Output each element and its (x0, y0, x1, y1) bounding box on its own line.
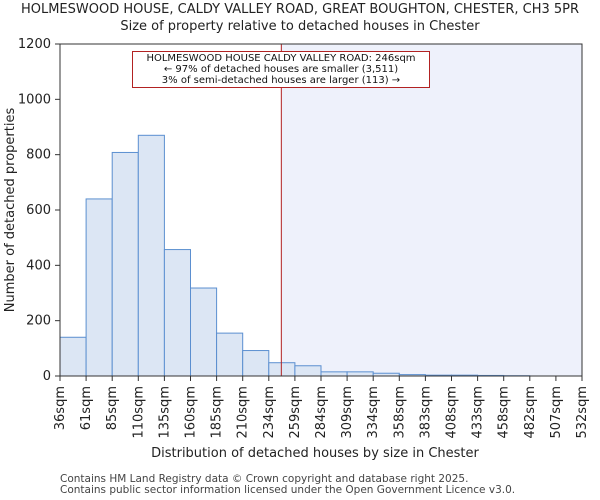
property-annotation-box: HOLMESWOOD HOUSE CALDY VALLEY ROAD: 246s… (132, 51, 430, 88)
bar-85sqm (111, 151, 139, 377)
x-tick-label-135sqm: 135sqm (157, 386, 172, 439)
annotation-line-1: HOLMESWOOD HOUSE CALDY VALLEY ROAD: 246s… (146, 53, 416, 64)
x-tick-label-358sqm: 358sqm (392, 386, 407, 439)
x-tick-label-383sqm: 383sqm (418, 386, 433, 439)
footer-copyright: Contains HM Land Registry data © Crown c… (60, 473, 469, 485)
x-tick-label-309sqm: 309sqm (340, 386, 355, 439)
x-tick-label-61sqm: 61sqm (79, 386, 94, 430)
highlight-region (281, 44, 582, 376)
bar-309sqm (346, 371, 374, 377)
x-tick-label-185sqm: 185sqm (210, 386, 225, 439)
x-tick-label-433sqm: 433sqm (471, 386, 486, 439)
y-tick-label-0: 0 (43, 369, 51, 384)
y-tick-label-600: 600 (26, 203, 51, 218)
x-tick-label-234sqm: 234sqm (262, 386, 277, 439)
x-tick-label-85sqm: 85sqm (105, 386, 120, 430)
x-tick-label-507sqm: 507sqm (549, 386, 564, 439)
bar-210sqm (242, 350, 270, 377)
bar-160sqm (190, 287, 218, 377)
x-axis-label: Distribution of detached houses by size … (151, 446, 479, 461)
y-axis-label: Number of detached properties (3, 108, 18, 313)
y-tick-label-800: 800 (26, 148, 51, 163)
bar-259sqm (294, 365, 322, 377)
x-tick-label-160sqm: 160sqm (184, 386, 199, 439)
bar-135sqm (163, 249, 191, 377)
chart-subtitle: Size of property relative to detached ho… (120, 19, 480, 34)
y-tick-label-400: 400 (26, 258, 51, 273)
bar-61sqm (85, 198, 113, 377)
bar-234sqm (268, 362, 296, 377)
x-tick-label-482sqm: 482sqm (523, 386, 538, 439)
x-tick-label-532sqm: 532sqm (575, 386, 590, 439)
x-tick-label-284sqm: 284sqm (314, 386, 329, 439)
x-tick-label-458sqm: 458sqm (497, 386, 512, 439)
y-tick-label-200: 200 (26, 314, 51, 329)
bar-284sqm (320, 371, 348, 377)
bar-110sqm (137, 134, 165, 377)
x-tick-label-334sqm: 334sqm (366, 386, 381, 439)
x-tick-label-36sqm: 36sqm (53, 386, 68, 430)
chart-title: HOLMESWOOD HOUSE, CALDY VALLEY ROAD, GRE… (20, 2, 580, 17)
y-tick-label-1000: 1000 (18, 92, 51, 107)
annotation-line-2: ← 97% of detached houses are smaller (3,… (163, 64, 399, 75)
bar-185sqm (216, 332, 244, 377)
bar-36sqm (59, 336, 87, 377)
x-tick-label-110sqm: 110sqm (131, 386, 146, 439)
annotation-line-3: 3% of semi-detached houses are larger (1… (161, 75, 401, 86)
x-tick-label-259sqm: 259sqm (288, 386, 303, 439)
y-tick-label-1200: 1200 (18, 37, 51, 52)
x-tick-label-210sqm: 210sqm (236, 386, 251, 439)
footer-licence: Contains public sector information licen… (60, 484, 516, 496)
x-tick-label-408sqm: 408sqm (445, 386, 460, 439)
